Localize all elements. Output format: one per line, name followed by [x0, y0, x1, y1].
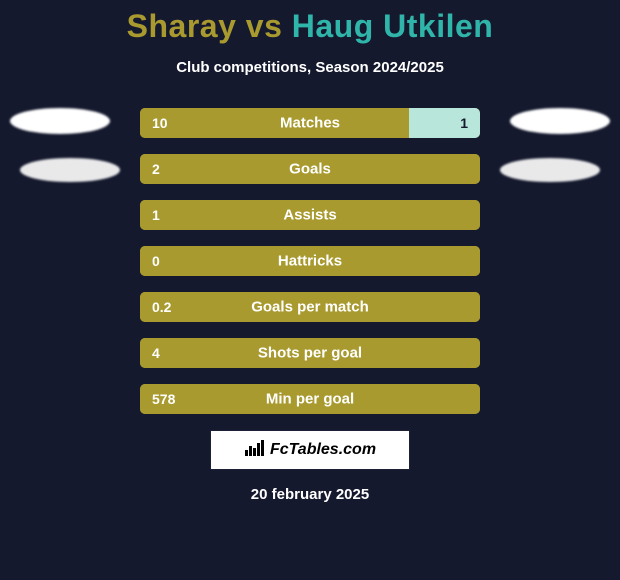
chart-bars-icon: [244, 439, 266, 462]
bar-row: 2 Goals: [140, 154, 480, 184]
bar-label: Goals: [289, 161, 331, 178]
player-right-avatar-placeholder: [510, 108, 610, 134]
subtitle: Club competitions, Season 2024/2025: [0, 59, 620, 76]
bar-value-left: 0.2: [152, 299, 171, 315]
bar-row: 0 Hattricks: [140, 246, 480, 276]
bar-label: Assists: [283, 207, 336, 224]
generation-date: 20 february 2025: [0, 486, 620, 503]
bar-fill-left: [140, 108, 409, 138]
bar-label: Shots per goal: [258, 345, 362, 362]
bar-row: 0.2 Goals per match: [140, 292, 480, 322]
bar-value-left: 578: [152, 391, 175, 407]
bar-label: Min per goal: [266, 391, 354, 408]
title-vs: vs: [236, 8, 291, 44]
bar-value-left: 10: [152, 115, 168, 131]
fctables-logo[interactable]: FcTables.com: [210, 430, 410, 470]
bar-row: 578 Min per goal: [140, 384, 480, 414]
bar-value-right: 1: [460, 115, 468, 131]
player-left-avatar-placeholder-2: [20, 158, 120, 182]
bar-row: 10 1 Matches: [140, 108, 480, 138]
comparison-chart: 10 1 Matches 2 Goals 1 Assists 0 Hattricks 0.2 Goa…: [0, 108, 620, 414]
bar-label: Hattricks: [278, 253, 342, 270]
title-player-right: Haug Utkilen: [292, 8, 494, 44]
bar-value-left: 0: [152, 253, 160, 269]
bars-container: 10 1 Matches 2 Goals 1 Assists 0 Hattricks 0.2 Goa…: [140, 108, 480, 414]
player-left-avatar-placeholder: [10, 108, 110, 134]
logo-text: FcTables.com: [270, 441, 376, 459]
bar-row: 4 Shots per goal: [140, 338, 480, 368]
bar-label: Goals per match: [251, 299, 369, 316]
page-title: Sharay vs Haug Utkilen: [0, 0, 620, 45]
bar-value-left: 2: [152, 161, 160, 177]
bar-value-left: 4: [152, 345, 160, 361]
bar-fill-right: [409, 108, 480, 138]
bar-label: Matches: [280, 115, 340, 132]
title-player-left: Sharay: [127, 8, 237, 44]
player-right-avatar-placeholder-2: [500, 158, 600, 182]
bar-row: 1 Assists: [140, 200, 480, 230]
bar-value-left: 1: [152, 207, 160, 223]
